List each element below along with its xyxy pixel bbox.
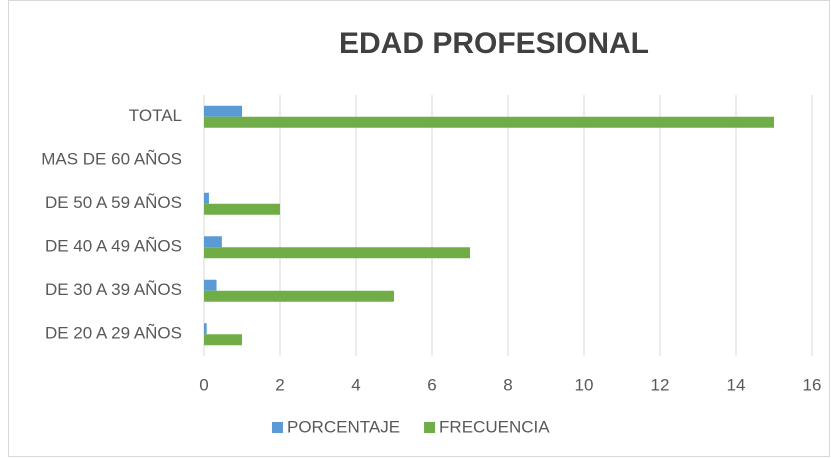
x-tick-label: 12 [651, 375, 670, 394]
y-tick-label: DE 30 A 39 AÑOS [45, 280, 182, 299]
x-tick-label: 6 [427, 375, 436, 394]
bar [204, 203, 280, 215]
bar [204, 290, 394, 302]
y-tick-label: MAS DE 60 AÑOS [41, 150, 182, 169]
y-tick-label: DE 50 A 59 AÑOS [45, 193, 182, 212]
bar [204, 323, 207, 335]
y-tick-label: TOTAL [129, 106, 182, 125]
y-tick-label: DE 40 A 49 AÑOS [45, 237, 182, 256]
x-tick-label: 16 [803, 375, 822, 394]
x-tick-label: 2 [275, 375, 284, 394]
y-tick-label: DE 20 A 29 AÑOS [45, 324, 182, 343]
bar [204, 105, 242, 117]
bar [204, 236, 222, 248]
legend-label: FRECUENCIA [439, 417, 550, 436]
chart-frame [8, 0, 830, 457]
x-tick-label: 14 [727, 375, 746, 394]
bar [204, 334, 242, 346]
x-tick-label: 4 [351, 375, 360, 394]
legend-label: PORCENTAJE [287, 417, 400, 436]
x-tick-label: 8 [503, 375, 512, 394]
bar [204, 279, 217, 291]
x-tick-label: 10 [575, 375, 594, 394]
bar [204, 192, 209, 204]
legend-swatch [272, 422, 283, 433]
legend-swatch [424, 422, 436, 433]
x-tick-label: 0 [199, 375, 208, 394]
bar [204, 247, 470, 259]
bar [204, 116, 774, 128]
chart-title: EDAD PROFESIONAL [339, 27, 649, 60]
